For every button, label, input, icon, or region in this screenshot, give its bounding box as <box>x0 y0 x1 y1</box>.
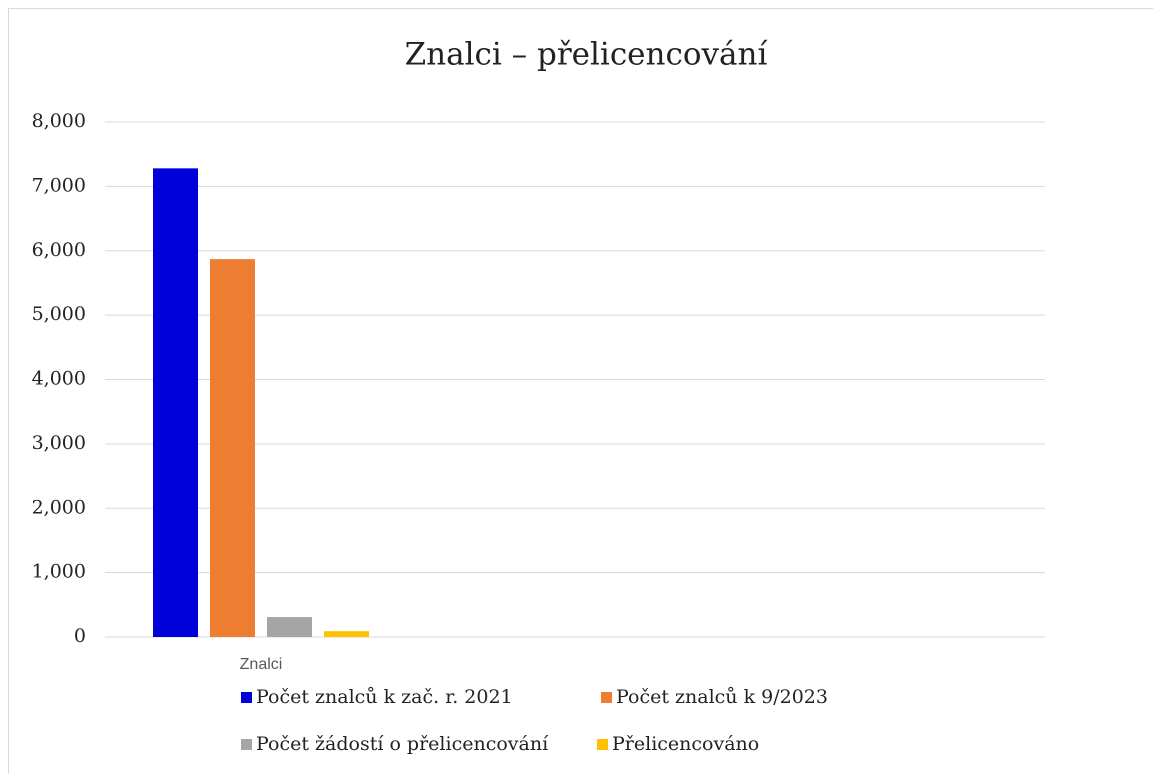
y-tick-label: 6,000 <box>32 239 86 261</box>
legend-swatch <box>601 692 612 703</box>
chart-frame <box>8 8 1153 774</box>
y-tick-label: 1,000 <box>32 561 86 583</box>
bar <box>324 631 369 637</box>
bar <box>210 259 255 637</box>
y-tick-label: 2,000 <box>32 496 86 518</box>
chart-title: Znalci – přelicencování <box>405 37 769 73</box>
y-tick-label: 4,000 <box>32 368 86 390</box>
y-tick-label: 0 <box>74 625 86 647</box>
legend-label: Počet znalců k 9/2023 <box>616 686 828 708</box>
legend-label: Přelicencováno <box>612 733 759 755</box>
x-tick-label: Znalci <box>240 656 283 673</box>
y-tick-label: 5,000 <box>32 303 86 325</box>
y-tick-label: 8,000 <box>32 110 86 132</box>
legend-label: Počet žádostí o přelicencování <box>256 733 549 755</box>
y-tick-label: 7,000 <box>32 174 86 196</box>
legend-label: Počet znalců k zač. r. 2021 <box>256 686 513 708</box>
y-tick-label: 3,000 <box>32 432 86 454</box>
legend-swatch <box>241 739 252 750</box>
legend-swatch <box>597 739 608 750</box>
legend-swatch <box>241 692 252 703</box>
bar <box>267 617 312 637</box>
bar <box>153 168 198 637</box>
